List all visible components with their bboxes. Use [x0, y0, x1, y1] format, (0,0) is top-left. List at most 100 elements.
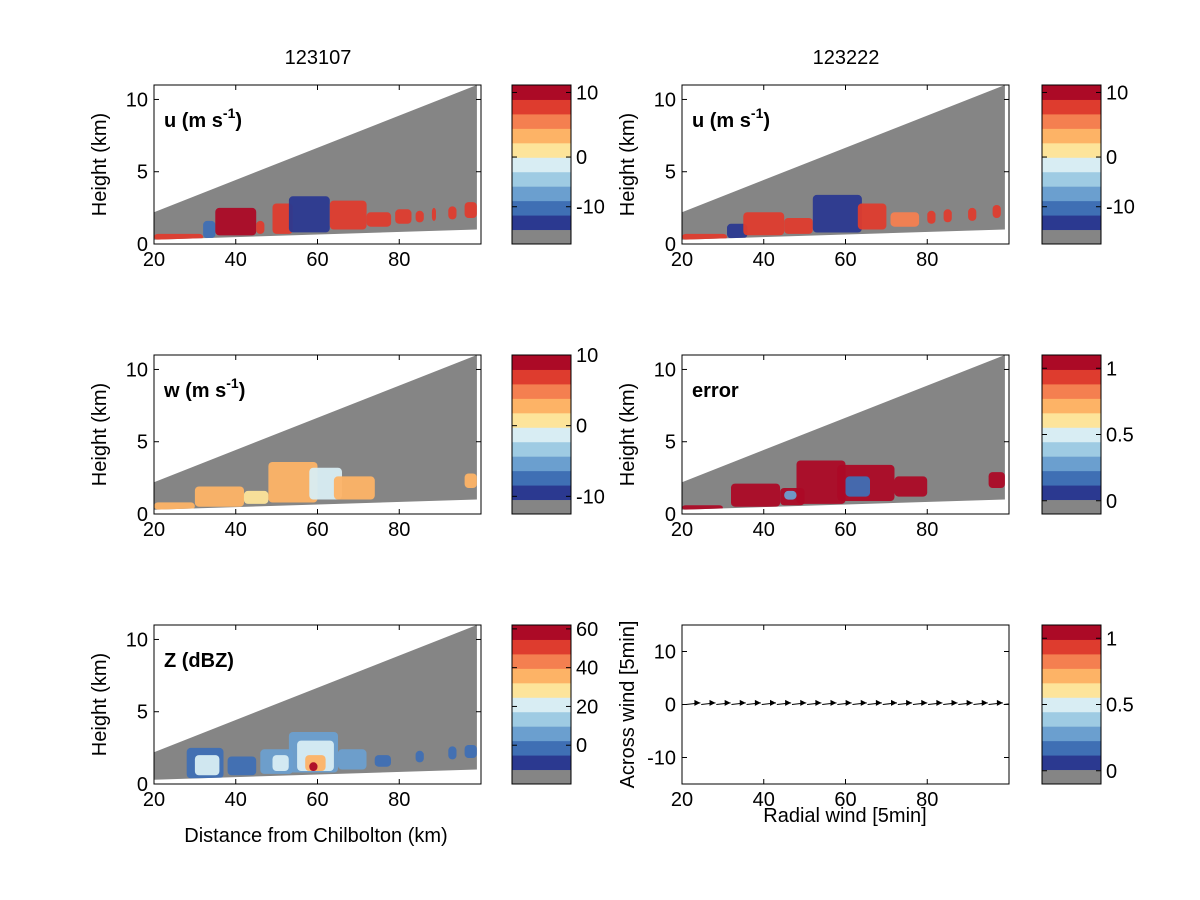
- wind-arrow-head: [936, 699, 943, 706]
- y-axis-label: Height (km): [617, 113, 639, 216]
- echo-region: [894, 476, 928, 497]
- colorbar-swatch: [512, 157, 571, 173]
- colorbar-swatch: [512, 711, 571, 727]
- echo-region: [337, 749, 367, 770]
- colorbar-swatch: [1042, 653, 1101, 669]
- colorbar-tick-label: 10: [576, 82, 598, 104]
- colorbar-swatch: [1042, 485, 1101, 501]
- echo-region: [374, 755, 391, 767]
- x-tick-label: 60: [306, 519, 328, 541]
- colorbar-swatch: [1042, 740, 1101, 756]
- y-tick-label: 10: [654, 642, 676, 664]
- echo-region: [943, 209, 952, 223]
- colorbar-tick-label: 0.5: [1106, 425, 1134, 447]
- colorbar-tick-label: 10: [576, 345, 598, 367]
- y-axis-label: Across wind [5min]: [617, 621, 639, 789]
- echo-region: [154, 233, 204, 240]
- colorbar-swatch: [512, 229, 571, 245]
- colorbar-swatch: [1042, 186, 1101, 202]
- colorbar-swatch: [512, 441, 571, 457]
- colorbar-tick-label: 20: [576, 696, 598, 718]
- echo-region: [268, 462, 318, 503]
- x-axis-label-distance: Distance from Chilbolton (km): [184, 825, 447, 847]
- echo-region: [215, 207, 257, 236]
- colorbar-swatch: [512, 625, 571, 640]
- echo-region: [227, 756, 257, 776]
- colorbar-swatch: [1042, 470, 1101, 486]
- colorbar-tick-label: 0.5: [1106, 695, 1134, 717]
- y-tick-label: 10: [126, 359, 148, 381]
- colorbar-swatch: [512, 485, 571, 501]
- echo-region: [272, 755, 289, 771]
- y-axis-label: Height (km): [89, 653, 111, 756]
- colorbar-swatch: [512, 200, 571, 216]
- colorbar-swatch: [512, 398, 571, 414]
- echo-region: [415, 750, 424, 763]
- colorbar-swatch: [512, 639, 571, 655]
- panel-u-123222: u (m s-1) 20 40 60 80 0 5 10 Height (km) 10 0 -10: [617, 82, 1135, 271]
- x-tick-label: 60: [834, 249, 856, 271]
- wind-arrow-head: [830, 699, 837, 706]
- y-tick-label: 5: [665, 162, 676, 184]
- echo-region: [395, 209, 412, 224]
- colorbar-swatch: [512, 755, 571, 771]
- colorbar-swatch: [1042, 142, 1101, 158]
- panel-variable-label: u (m s-1): [164, 105, 242, 132]
- wind-arrow-head: [966, 699, 973, 706]
- x-tick-label: 40: [753, 249, 775, 271]
- wind-arrow-head: [709, 699, 716, 706]
- y-axis-label: Height (km): [89, 113, 111, 216]
- echo-region: [272, 203, 293, 234]
- echo-region: [731, 483, 781, 507]
- y-axis-label: Height (km): [617, 383, 639, 486]
- y-tick-label: -10: [647, 748, 676, 770]
- colorbar-swatch: [1042, 412, 1101, 428]
- echo-region: [415, 210, 424, 223]
- colorbar-swatch: [1042, 769, 1101, 785]
- column-title-right: 123222: [813, 47, 880, 69]
- colorbar-swatch: [1042, 711, 1101, 727]
- colorbar-swatch: [1042, 682, 1101, 698]
- colorbar-tick-label: 60: [576, 619, 598, 641]
- colorbar-tick-label: 40: [576, 658, 598, 680]
- colorbar-tick-label: -10: [576, 486, 605, 508]
- wind-arrow-head: [694, 699, 701, 706]
- colorbar-swatch: [512, 470, 571, 486]
- echo-region: [366, 212, 392, 227]
- x-tick-label: 60: [306, 249, 328, 271]
- x-tick-label: 40: [225, 249, 247, 271]
- x-tick-label: 20: [143, 249, 165, 271]
- wind-arrow-head: [860, 699, 867, 706]
- x-tick-label: 40: [225, 519, 247, 541]
- x-tick-label: 20: [143, 789, 165, 811]
- colorbar-swatch: [1042, 726, 1101, 742]
- echo-region: [796, 460, 846, 504]
- colorbar-swatch: [1042, 668, 1101, 684]
- echo-region: [464, 473, 477, 488]
- echo-region: [154, 502, 195, 510]
- colorbar-tick-label: 0: [576, 735, 587, 757]
- echo-region: [784, 218, 813, 234]
- echo-region: [464, 202, 477, 218]
- colorbar-swatch: [512, 171, 571, 187]
- wind-arrow-head: [921, 699, 928, 706]
- colorbar-swatch: [512, 697, 571, 713]
- colorbar-swatch: [1042, 441, 1101, 457]
- colorbar-swatch: [1042, 85, 1101, 100]
- echo-region: [727, 223, 748, 239]
- x-tick-label: 60: [834, 789, 856, 811]
- colorbar-swatch: [1042, 427, 1101, 443]
- y-tick-label: 10: [126, 629, 148, 651]
- wind-arrow-head: [785, 699, 792, 706]
- x-tick-label: 80: [388, 249, 410, 271]
- colorbar-swatch: [1042, 200, 1101, 216]
- echo-region: [243, 490, 269, 504]
- colorbar-swatch: [512, 85, 571, 100]
- colorbar-swatch: [1042, 456, 1101, 472]
- colorbar-swatch: [1042, 229, 1101, 245]
- colorbar-swatch: [1042, 625, 1101, 640]
- echo-region: [194, 486, 244, 507]
- x-tick-label: 80: [916, 249, 938, 271]
